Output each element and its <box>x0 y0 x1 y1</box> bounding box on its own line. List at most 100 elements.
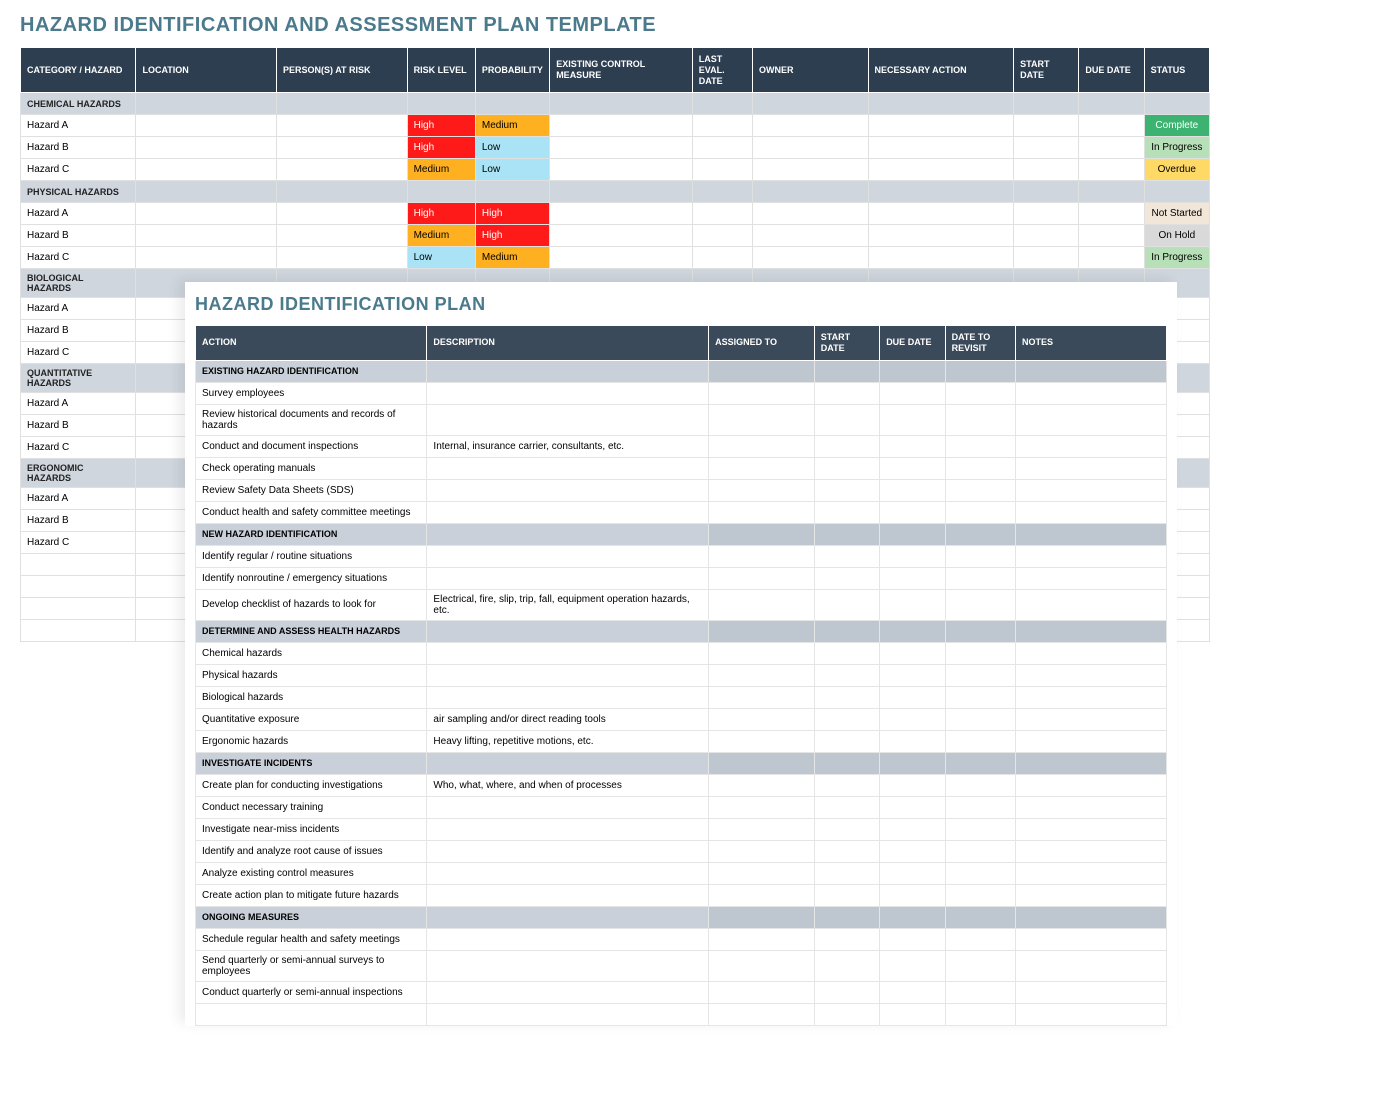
cell-notes[interactable] <box>1016 708 1167 730</box>
cell-status[interactable]: On Hold <box>1144 225 1209 247</box>
cell-action[interactable]: Schedule regular health and safety meeti… <box>196 928 427 950</box>
cell-notes[interactable] <box>1016 664 1167 686</box>
cell-revisit[interactable] <box>945 435 1015 457</box>
cell-assigned[interactable] <box>709 664 815 686</box>
cell-location[interactable] <box>136 137 277 159</box>
cell-location[interactable] <box>136 203 277 225</box>
cell-status[interactable]: In Progress <box>1144 137 1209 159</box>
cell-due[interactable] <box>880 501 945 523</box>
cell-action[interactable]: Send quarterly or semi-annual surveys to… <box>196 950 427 981</box>
cell-assigned[interactable] <box>709 501 815 523</box>
cell-start[interactable] <box>814 884 879 906</box>
cell-start[interactable] <box>1014 137 1079 159</box>
cell-revisit[interactable] <box>945 404 1015 435</box>
cell[interactable] <box>21 554 136 576</box>
cell[interactable] <box>1016 1003 1167 1025</box>
cell-revisit[interactable] <box>945 818 1015 840</box>
cell-assigned[interactable] <box>709 884 815 906</box>
cell-due[interactable] <box>880 589 945 620</box>
cell-desc[interactable] <box>427 457 709 479</box>
cell-due[interactable] <box>880 950 945 981</box>
cell-due[interactable] <box>880 730 945 752</box>
cell-risk[interactable]: High <box>407 203 475 225</box>
cell-persons[interactable] <box>277 203 408 225</box>
cell-persons[interactable] <box>277 225 408 247</box>
cell-start[interactable] <box>814 862 879 884</box>
cell-action[interactable]: Identify regular / routine situations <box>196 545 427 567</box>
cell-notes[interactable] <box>1016 950 1167 981</box>
cell-due[interactable] <box>1079 115 1144 137</box>
cell-measure[interactable] <box>550 137 693 159</box>
cell-desc[interactable] <box>427 796 709 818</box>
cell-desc[interactable] <box>427 928 709 950</box>
cell-due[interactable] <box>1079 203 1144 225</box>
cell-assigned[interactable] <box>709 435 815 457</box>
cell-revisit[interactable] <box>945 589 1015 620</box>
cell-assigned[interactable] <box>709 862 815 884</box>
cell-measure[interactable] <box>550 159 693 181</box>
cell-action[interactable]: Biological hazards <box>196 686 427 708</box>
cell-revisit[interactable] <box>945 862 1015 884</box>
cell-persons[interactable] <box>277 247 408 269</box>
cell-prob[interactable]: Low <box>475 159 549 181</box>
cell-assigned[interactable] <box>709 981 815 1003</box>
cell-notes[interactable] <box>1016 862 1167 884</box>
cell-start[interactable] <box>1014 159 1079 181</box>
cell[interactable] <box>196 1003 427 1025</box>
cell-notes[interactable] <box>1016 589 1167 620</box>
cell-due[interactable] <box>880 686 945 708</box>
cell-owner[interactable] <box>753 247 868 269</box>
cell-start[interactable] <box>814 382 879 404</box>
cell-measure[interactable] <box>550 225 693 247</box>
cell-action[interactable]: Review Safety Data Sheets (SDS) <box>196 479 427 501</box>
cell-due[interactable] <box>880 567 945 589</box>
cell-notes[interactable] <box>1016 545 1167 567</box>
cell-start[interactable] <box>814 404 879 435</box>
cell-action[interactable]: Conduct and document inspections <box>196 435 427 457</box>
cell-revisit[interactable] <box>945 501 1015 523</box>
cell-assigned[interactable] <box>709 382 815 404</box>
cell-location[interactable] <box>136 115 277 137</box>
cell-due[interactable] <box>880 479 945 501</box>
cell-start[interactable] <box>814 642 879 664</box>
cell-location[interactable] <box>136 159 277 181</box>
cell-risk[interactable]: High <box>407 137 475 159</box>
cell-revisit[interactable] <box>945 708 1015 730</box>
cell-desc[interactable] <box>427 950 709 981</box>
cell-start[interactable] <box>814 545 879 567</box>
cell-measure[interactable] <box>550 247 693 269</box>
cell-revisit[interactable] <box>945 664 1015 686</box>
cell-risk[interactable]: Medium <box>407 225 475 247</box>
cell-assigned[interactable] <box>709 479 815 501</box>
cell-assigned[interactable] <box>709 796 815 818</box>
cell-desc[interactable]: Internal, insurance carrier, consultants… <box>427 435 709 457</box>
cell-action[interactable]: Ergonomic hazards <box>196 730 427 752</box>
cell-action[interactable]: Conduct health and safety committee meet… <box>196 501 427 523</box>
cell-due[interactable] <box>880 774 945 796</box>
cell[interactable] <box>21 620 136 642</box>
cell-assigned[interactable] <box>709 818 815 840</box>
cell-due[interactable] <box>880 818 945 840</box>
cell-revisit[interactable] <box>945 774 1015 796</box>
cell-notes[interactable] <box>1016 884 1167 906</box>
cell-due[interactable] <box>1079 247 1144 269</box>
cell-measure[interactable] <box>550 115 693 137</box>
cell-action[interactable]: Develop checklist of hazards to look for <box>196 589 427 620</box>
cell-prob[interactable]: Medium <box>475 247 549 269</box>
cell-action[interactable] <box>868 247 1014 269</box>
cell-notes[interactable] <box>1016 404 1167 435</box>
cell-due[interactable] <box>880 435 945 457</box>
cell-notes[interactable] <box>1016 479 1167 501</box>
cell-notes[interactable] <box>1016 382 1167 404</box>
cell-desc[interactable] <box>427 479 709 501</box>
cell-due[interactable] <box>880 981 945 1003</box>
cell-action[interactable]: Review historical documents and records … <box>196 404 427 435</box>
cell-desc[interactable] <box>427 501 709 523</box>
cell-desc[interactable] <box>427 818 709 840</box>
cell-last[interactable] <box>692 137 752 159</box>
cell-start[interactable] <box>814 501 879 523</box>
cell-last[interactable] <box>692 203 752 225</box>
cell-persons[interactable] <box>277 115 408 137</box>
cell-notes[interactable] <box>1016 642 1167 664</box>
cell-due[interactable] <box>1079 137 1144 159</box>
